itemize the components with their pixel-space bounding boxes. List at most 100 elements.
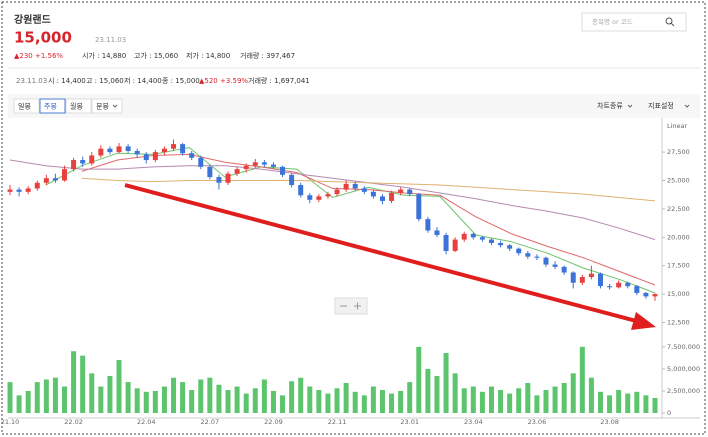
- chart-type[interactable]: 차트종류: [597, 101, 623, 110]
- candle-body: [43, 178, 49, 183]
- volume-bar: [370, 386, 376, 413]
- volume-bar: [98, 386, 104, 413]
- volume-bar: [398, 390, 404, 413]
- moving-average: [9, 159, 656, 241]
- volume-bar: [588, 377, 594, 413]
- volume-bar: [43, 379, 49, 413]
- volume-bar: [597, 391, 603, 413]
- candle-body: [652, 294, 658, 297]
- volume-bar: [561, 383, 567, 413]
- search-box[interactable]: [581, 12, 687, 32]
- candle-body: [516, 248, 522, 254]
- candle-body: [25, 188, 31, 192]
- candle-body: [461, 233, 467, 240]
- y-tick-label: 17,500: [667, 262, 690, 270]
- search-icon[interactable]: [665, 17, 675, 27]
- volume-bar: [7, 382, 13, 413]
- volume-bar: [452, 373, 458, 413]
- info-volume: 거래량 : 1,697,041: [248, 76, 310, 85]
- candle-body: [543, 257, 549, 265]
- stat: 고가 : 15,060: [134, 51, 178, 60]
- zoom-control[interactable]: [334, 297, 368, 315]
- period-button[interactable]: [65, 98, 92, 114]
- candle-body: [389, 192, 395, 201]
- volume-bar: [207, 377, 213, 413]
- volume-bar: [443, 353, 449, 413]
- y-tick-label: 20,000: [667, 233, 690, 241]
- volume-bar: [280, 395, 286, 413]
- stat: 시가 : 14,880: [82, 51, 126, 60]
- x-tick-label: 23.04: [464, 418, 483, 426]
- candle-body: [289, 174, 295, 186]
- volume-bar: [570, 373, 576, 413]
- candle-body: [234, 169, 240, 174]
- change: ▲230 +1.56%: [14, 52, 63, 60]
- volume-bar: [180, 382, 186, 413]
- candle-body: [470, 233, 476, 238]
- x-tick-label: 22.11: [328, 418, 347, 426]
- y-tick-label: 27,500: [667, 148, 690, 156]
- candle-body: [180, 144, 186, 154]
- volume-bar: [107, 375, 113, 413]
- period-button[interactable]: [39, 98, 66, 114]
- x-tick-label: 22.04: [137, 418, 156, 426]
- volume-bar: [71, 351, 77, 413]
- x-tick-label: 22.02: [64, 418, 83, 426]
- x-tick-label: 23.01: [400, 418, 419, 426]
- candle-body: [107, 148, 113, 153]
- candle-body: [171, 144, 177, 149]
- volume-bar: [416, 346, 422, 413]
- volume-bar: [407, 382, 413, 413]
- info-item: 저 : 14,400: [124, 76, 162, 85]
- volume-bar: [25, 390, 31, 413]
- candle-body: [216, 177, 222, 183]
- x-tick-label: 23.06: [528, 418, 547, 426]
- volume-bar: [543, 390, 549, 413]
- candle-body: [125, 146, 131, 151]
- candle-body: [80, 160, 86, 164]
- candle-body: [325, 194, 331, 197]
- search-placeholder: 종목명 or 코드: [592, 17, 633, 26]
- moving-average: [45, 146, 656, 294]
- volume-bar: [498, 390, 504, 413]
- y-tick-label: 22,500: [667, 205, 690, 213]
- volume-bar: [379, 390, 385, 413]
- scale-label: Linear: [667, 122, 688, 130]
- x-tick-label: 22.07: [201, 418, 220, 426]
- volume-bar: [652, 398, 658, 413]
- candle-body: [488, 239, 494, 243]
- volume-bar: [334, 388, 340, 413]
- volume-bar: [552, 386, 558, 413]
- volume-tick-label: 5,000,000: [667, 365, 700, 373]
- candle-body: [443, 235, 449, 251]
- candle-body: [198, 157, 204, 167]
- period-button[interactable]: [13, 98, 40, 114]
- candle-body: [116, 146, 122, 153]
- volume-bar: [461, 388, 467, 413]
- candle-body: [416, 194, 422, 220]
- candle-body: [143, 154, 149, 161]
- volume-bar: [161, 386, 167, 413]
- candle-body: [498, 242, 504, 246]
- volume-bar: [625, 393, 631, 413]
- candle-body: [71, 160, 77, 170]
- candle-body: [597, 273, 603, 287]
- y-tick-label: 25,000: [667, 176, 690, 184]
- volume-bar: [270, 390, 276, 413]
- volume-bar: [80, 355, 86, 413]
- period-button[interactable]: [91, 98, 123, 114]
- candle-body: [307, 195, 313, 200]
- volume-bar: [16, 395, 22, 413]
- candle-body: [134, 150, 140, 155]
- period-label: 일봉: [18, 102, 31, 111]
- volume-bar: [389, 393, 395, 413]
- candle-body: [270, 164, 276, 167]
- volume-bar: [62, 386, 68, 413]
- volume-bar: [152, 390, 158, 413]
- indicator-settings[interactable]: 지표설정: [648, 101, 674, 110]
- volume-bar: [89, 373, 95, 413]
- candle-body: [161, 148, 167, 153]
- candle-body: [16, 189, 22, 192]
- volume-bar: [634, 391, 640, 413]
- candle-body: [525, 253, 531, 257]
